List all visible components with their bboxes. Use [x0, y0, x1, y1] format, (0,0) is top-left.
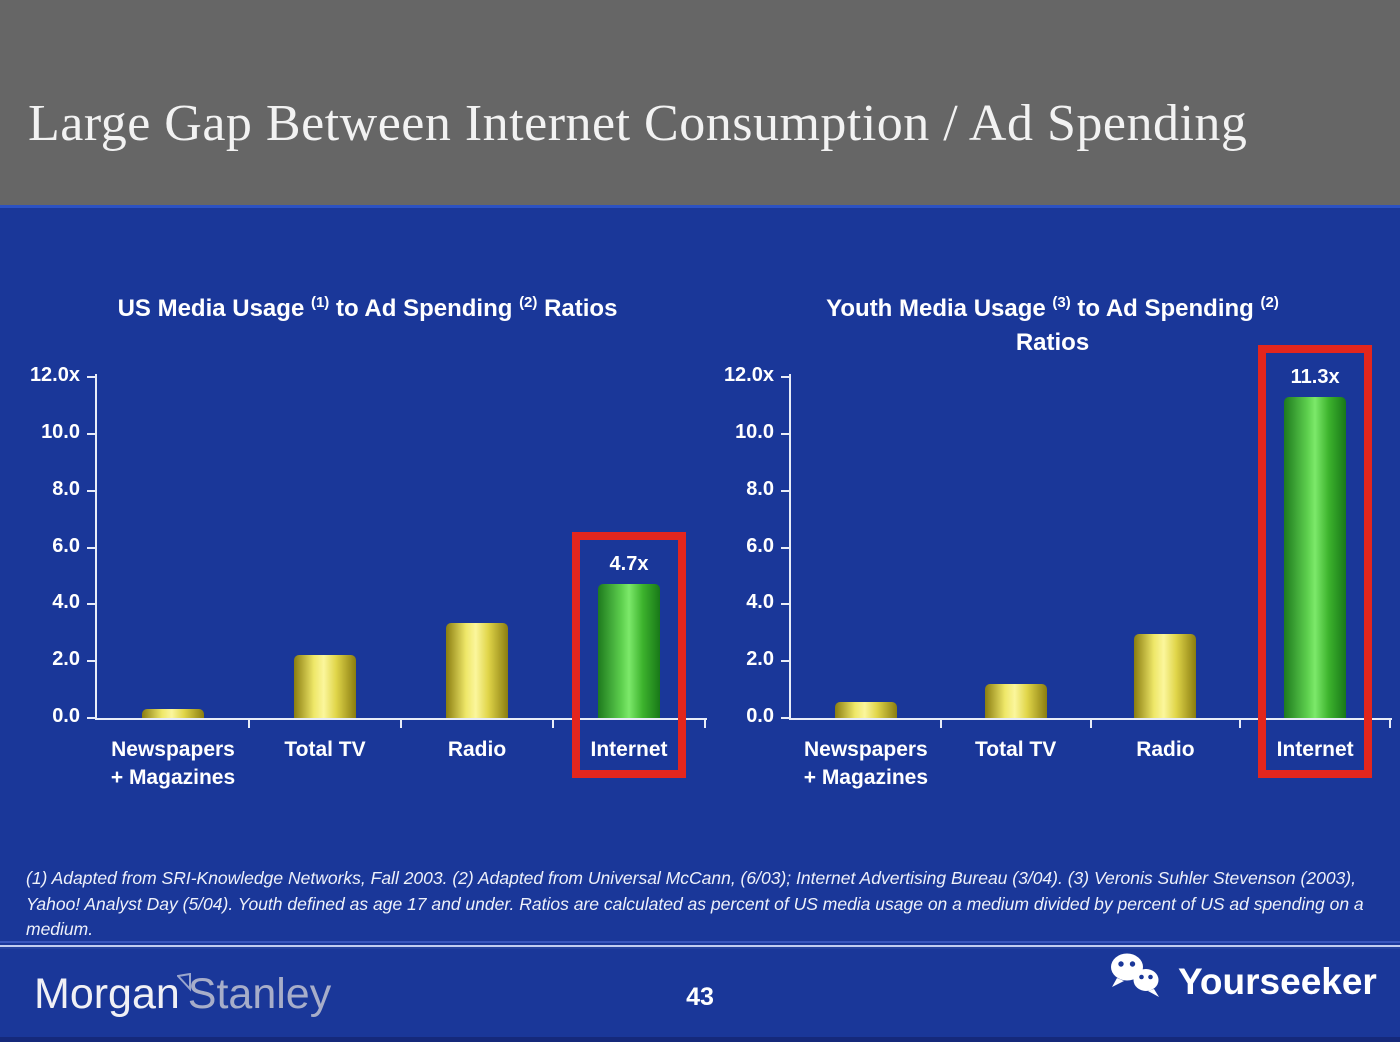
highlight-value-label: 4.7x	[609, 553, 649, 576]
y-tick	[781, 717, 791, 719]
y-tick	[781, 489, 791, 492]
x-axis-line	[789, 718, 1392, 720]
chart-title-superscript: (2)	[519, 294, 538, 311]
y-axis-label: 8.0	[746, 477, 774, 500]
bar-radio	[1134, 634, 1197, 718]
chart-title-text: US Media Usage	[117, 295, 311, 322]
chart-title-text: Youth Media Usage	[826, 295, 1053, 322]
x-tick	[1389, 720, 1391, 728]
y-axis-line	[95, 374, 97, 720]
y-axis-line	[789, 374, 791, 720]
chart-title-superscript: (2)	[1260, 294, 1279, 311]
y-tick	[781, 660, 791, 663]
category-label-internet: Internet	[590, 738, 668, 761]
chart-title: US Media Usage (1) to Ad Spending (2) Ra…	[55, 292, 680, 326]
footer-separator	[0, 941, 1400, 949]
category-label-radio: Radio	[447, 738, 507, 761]
y-tick	[87, 660, 97, 663]
chart-title-text: Ratios	[1015, 329, 1090, 357]
y-axis-label: 12.0x	[723, 364, 774, 386]
morgan-stanley-logo-morgan: Morgan	[34, 970, 180, 1018]
bar-newspapers	[142, 709, 204, 718]
x-tick	[939, 720, 942, 728]
chart-title: Youth Media Usage (3) to Ad Spending (2)…	[740, 292, 1365, 360]
bar-total-tv	[984, 683, 1047, 718]
category-label-radio: Radio	[1136, 738, 1195, 761]
slide-title: Large Gap Between Internet Consumption /…	[28, 95, 1248, 152]
watermark-label: Yourseeker	[1178, 960, 1377, 1002]
header-divider	[0, 205, 1400, 208]
chart-title-superscript: (1)	[310, 294, 330, 311]
y-tick	[87, 376, 97, 378]
y-axis-label: 12.0x	[29, 364, 80, 386]
y-tick	[87, 603, 97, 606]
category-label-internet: Internet	[1276, 738, 1354, 761]
y-axis-label: 10.0	[735, 420, 774, 443]
x-tick	[1239, 720, 1242, 728]
x-tick	[1089, 720, 1092, 728]
wechat-icon	[1108, 952, 1166, 1011]
y-tick	[87, 432, 97, 435]
chart-title-text: Ratios	[537, 295, 618, 322]
category-label-total-tv: Total TV	[974, 738, 1057, 761]
y-axis-label: 2.0	[746, 648, 774, 671]
y-tick	[781, 546, 791, 549]
highlight-box	[572, 532, 686, 778]
bar-radio	[446, 622, 508, 718]
y-axis-label: 0.0	[52, 705, 80, 727]
category-label-newspapers: Newspapers + Magazines	[110, 738, 236, 790]
chart-title-superscript: (3)	[1052, 294, 1071, 311]
y-axis-label: 8.0	[52, 477, 80, 500]
morgan-stanley-flag-icon	[175, 954, 193, 1002]
x-axis-line	[95, 718, 707, 720]
chart-title-text: to Ad Spending	[329, 295, 520, 322]
x-tick	[552, 720, 554, 728]
y-axis-label: 0.0	[746, 705, 774, 727]
morgan-stanley-logo-stanley: Stanley	[187, 970, 332, 1018]
watermark: Yourseeker	[1108, 952, 1377, 1011]
y-tick	[87, 489, 97, 492]
category-label-newspapers: Newspapers + Magazines	[803, 738, 929, 790]
page-number: 43	[686, 983, 714, 1011]
y-axis-label: 6.0	[746, 534, 774, 557]
y-axis-label: 4.0	[52, 591, 80, 614]
y-tick	[87, 546, 97, 549]
y-axis-label: 2.0	[52, 648, 80, 671]
x-tick	[704, 720, 706, 728]
y-tick	[781, 603, 791, 606]
morgan-stanley-logo: Morgan Stanley	[34, 973, 331, 1016]
bar-internet	[598, 584, 660, 718]
header-band: Large Gap Between Internet Consumption /…	[0, 0, 1400, 205]
category-label-total-tv: Total TV	[284, 738, 366, 761]
x-tick	[248, 720, 250, 728]
highlight-value-label: 11.3x	[1290, 365, 1340, 388]
y-axis-label: 4.0	[746, 591, 774, 614]
y-tick	[781, 432, 791, 435]
bar-newspapers	[834, 702, 897, 718]
bottom-edge	[0, 1037, 1400, 1042]
y-axis-label: 6.0	[52, 534, 80, 557]
x-tick	[400, 720, 402, 728]
chart-title-text: to Ad Spending	[1070, 295, 1261, 322]
bar-total-tv	[294, 655, 356, 718]
y-tick	[781, 376, 791, 378]
y-axis-label: 10.0	[41, 420, 80, 443]
y-tick	[87, 717, 97, 719]
footnote: (1) Adapted from SRI-Knowledge Networks,…	[26, 868, 1364, 940]
bar-internet	[1284, 396, 1347, 718]
highlight-box	[1258, 344, 1373, 778]
